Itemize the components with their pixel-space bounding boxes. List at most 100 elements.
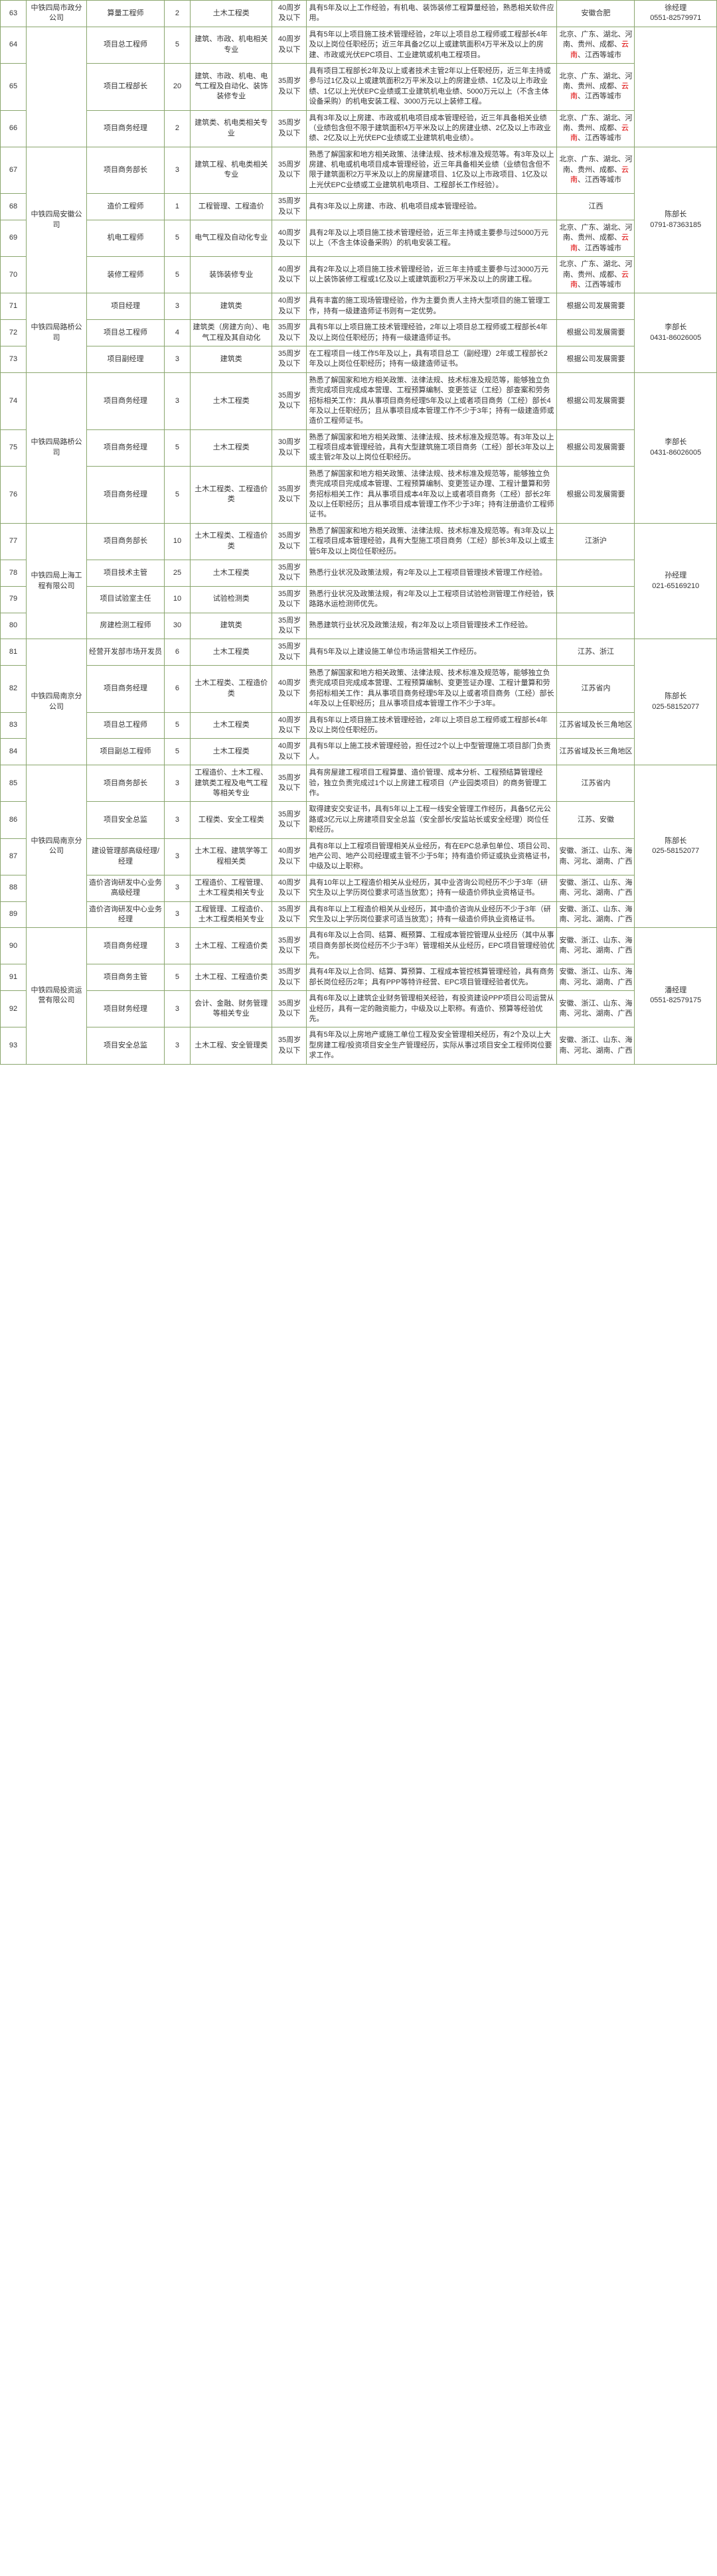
position-name: 项目商务经理 — [87, 666, 165, 713]
requirements: 具有房屋建工程项目工程算量、造价管理、成本分析、工程预结算管理经验，独立负责完成… — [307, 765, 557, 802]
requirements: 具有8年以上工程造价相关从业经历，其中造价咨询从业经历不少于3年（研究生及以上学… — [307, 901, 557, 928]
row-number: 87 — [1, 838, 27, 875]
major: 电气工程及自动化专业 — [190, 220, 272, 257]
table-row: 74中铁四局路桥公司项目商务经理3土木工程类35周岁及以下熟悉了解国家和地方相关… — [1, 372, 717, 429]
requirements: 具有2年及以上项目施工技术管理经验，近三年主持或主要参与过3000万元以上装饰装… — [307, 257, 557, 293]
row-number: 81 — [1, 639, 27, 666]
major: 土木工程、工程造价类 — [190, 928, 272, 964]
age-limit: 35周岁及以下 — [272, 320, 307, 346]
position-name: 项目商务主管 — [87, 964, 165, 991]
location — [557, 586, 635, 613]
position-name: 项目商务经理 — [87, 429, 165, 466]
major: 土木工程、安全管理类 — [190, 1027, 272, 1064]
row-number: 83 — [1, 712, 27, 739]
position-name: 项目商务经理 — [87, 928, 165, 964]
quantity: 25 — [164, 560, 190, 586]
position-name: 造价咨询研发中心业务高级经理 — [87, 875, 165, 901]
requirements: 熟悉了解国家和地方相关政策、法律法规、技术标准及规范等。有3年及以上工程项目成本… — [307, 523, 557, 560]
table-row: 70装修工程师5装饰装修专业40周岁及以下具有2年及以上项目施工技术管理经验，近… — [1, 257, 717, 293]
position-name: 项目商务部长 — [87, 147, 165, 194]
position-name: 项目副经理 — [87, 346, 165, 372]
age-limit: 35周岁及以下 — [272, 147, 307, 194]
row-number: 89 — [1, 901, 27, 928]
location: 江苏省内 — [557, 666, 635, 713]
position-name: 项目商务经理 — [87, 466, 165, 523]
table-row: 78项目技术主管25土木工程类35周岁及以下熟悉行业状况及政策法规，有2年及以上… — [1, 560, 717, 586]
requirements: 熟悉了解国家和地方相关政策、法律法规、技术标准及规范等，能够独立负责完成项目完成… — [307, 466, 557, 523]
age-limit: 40周岁及以下 — [272, 257, 307, 293]
quantity: 3 — [164, 838, 190, 875]
location: 江苏省域及长三角地区 — [557, 739, 635, 765]
position-name: 项目商务经理 — [87, 110, 165, 147]
recruitment-table: 63中铁四局市政分公司算量工程师2土木工程类40周岁及以下具有5年及以上工作经验… — [0, 0, 717, 1065]
major: 土木工程类、工程造价类 — [190, 666, 272, 713]
company-name: 中铁四局南京分公司 — [27, 639, 87, 765]
age-limit: 40周岁及以下 — [272, 666, 307, 713]
age-limit: 35周岁及以下 — [272, 372, 307, 429]
table-row: 87建设管理部高级经理/经理3土木工程、建筑学等工程相关类40周岁及以下具有8年… — [1, 838, 717, 875]
table-row: 79项目试验室主任10试验检测类35周岁及以下熟悉行业状况及政策法规，有2年及以… — [1, 586, 717, 613]
age-limit: 40周岁及以下 — [272, 875, 307, 901]
table-row: 91项目商务主管5土木工程、工程造价类35周岁及以下具有4年及以上合同、结算、算… — [1, 964, 717, 991]
company-name: 中铁四局市政分公司 — [27, 1, 87, 27]
position-name: 项目经理 — [87, 293, 165, 320]
row-number: 70 — [1, 257, 27, 293]
table-row: 84项目副总工程师5土木工程类40周岁及以下具有5年以上施工技术管理经验，担任过… — [1, 739, 717, 765]
location: 北京、广东、湖北、河南、贵州、成都、云南、江西等城市 — [557, 110, 635, 147]
requirements: 具有10年以上工程造价相关从业经历，其中业咨询公司经历不少于3年（研究生及以上学… — [307, 875, 557, 901]
contact-info: 陈部长 025-58152077 — [635, 639, 717, 765]
company-name: 中铁四局投资运营有限公司 — [27, 928, 87, 1064]
table-row: 75项目商务经理5土木工程类30周岁及以下熟悉了解国家和地方相关政策、法律法规、… — [1, 429, 717, 466]
location: 根据公司发展需要 — [557, 466, 635, 523]
location: 安徽、浙江、山东、海南、河北、湖南、广西 — [557, 901, 635, 928]
requirements: 具有3年及以上房建、市政或机电项目成本管理经验，近三年具备相关业绩（业绩包含但不… — [307, 110, 557, 147]
location: 根据公司发展需要 — [557, 429, 635, 466]
row-number: 85 — [1, 765, 27, 802]
contact-info: 李部长 0431-86026005 — [635, 293, 717, 372]
row-number: 78 — [1, 560, 27, 586]
requirements: 具有5年以上项目施工技术管理经验，2年以上项目总工程师或工程部长4年及以上岗位任… — [307, 320, 557, 346]
position-name: 项目技术主管 — [87, 560, 165, 586]
age-limit: 35周岁及以下 — [272, 765, 307, 802]
location: 安徽、浙江、山东、海南、河北、湖南、广西 — [557, 838, 635, 875]
major: 土木工程类 — [190, 429, 272, 466]
position-name: 项目工程部长 — [87, 63, 165, 110]
row-number: 74 — [1, 372, 27, 429]
age-limit: 40周岁及以下 — [272, 1, 307, 27]
quantity: 2 — [164, 110, 190, 147]
major: 土木工程类 — [190, 712, 272, 739]
major: 试验检测类 — [190, 586, 272, 613]
quantity: 5 — [164, 964, 190, 991]
location: 根据公司发展需要 — [557, 346, 635, 372]
location: 根据公司发展需要 — [557, 320, 635, 346]
contact-info: 孙经理 021-65169210 — [635, 523, 717, 639]
row-number: 82 — [1, 666, 27, 713]
location: 江西 — [557, 194, 635, 220]
requirements: 具有丰富的施工现场管理经验，作为主要负责人主持大型项目的施工管理工作，持有一级建… — [307, 293, 557, 320]
table-row: 89造价咨询研发中心业务经理3工程管理、工程造价、土木工程类相关专业35周岁及以… — [1, 901, 717, 928]
requirements: 在工程项目一线工作5年及以上，具有项目总工（副经理）2年或工程部长2年及以上岗位… — [307, 346, 557, 372]
row-number: 80 — [1, 613, 27, 639]
company-name: 中铁四局路桥公司 — [27, 372, 87, 523]
quantity: 5 — [164, 220, 190, 257]
table-row: 68造价工程师1工程管理、工程造价35周岁及以下具有3年及以上房建、市政、机电项… — [1, 194, 717, 220]
requirements: 熟悉行业状况及政策法规，有2年及以上工程项目试验检测管理工作经验，铁路路水运检测… — [307, 586, 557, 613]
quantity: 10 — [164, 523, 190, 560]
location: 根据公司发展需要 — [557, 372, 635, 429]
row-number: 88 — [1, 875, 27, 901]
row-number: 76 — [1, 466, 27, 523]
table-row: 67中铁四局安徽公司项目商务部长3建筑工程、机电类相关专业35周岁及以下熟悉了解… — [1, 147, 717, 194]
quantity: 2 — [164, 1, 190, 27]
quantity: 5 — [164, 429, 190, 466]
requirements: 具有5年及以上建设施工单位市场运营相关工作经历。 — [307, 639, 557, 666]
quantity: 3 — [164, 765, 190, 802]
row-number: 93 — [1, 1027, 27, 1064]
major: 土木工程类 — [190, 739, 272, 765]
major: 建筑工程、机电类相关专业 — [190, 147, 272, 194]
requirements: 具有5年及以上房地产或施工单位工程及安全管理相关经历，有2个及以上大型房建工程/… — [307, 1027, 557, 1064]
requirements: 熟悉了解国家和地方相关政策、法律法规、技术标准及规范等。有3年及以上房建、机电或… — [307, 147, 557, 194]
age-limit: 40周岁及以下 — [272, 27, 307, 63]
age-limit: 35周岁及以下 — [272, 586, 307, 613]
row-number: 77 — [1, 523, 27, 560]
major: 工程造价、工程管理、土木工程类相关专业 — [190, 875, 272, 901]
